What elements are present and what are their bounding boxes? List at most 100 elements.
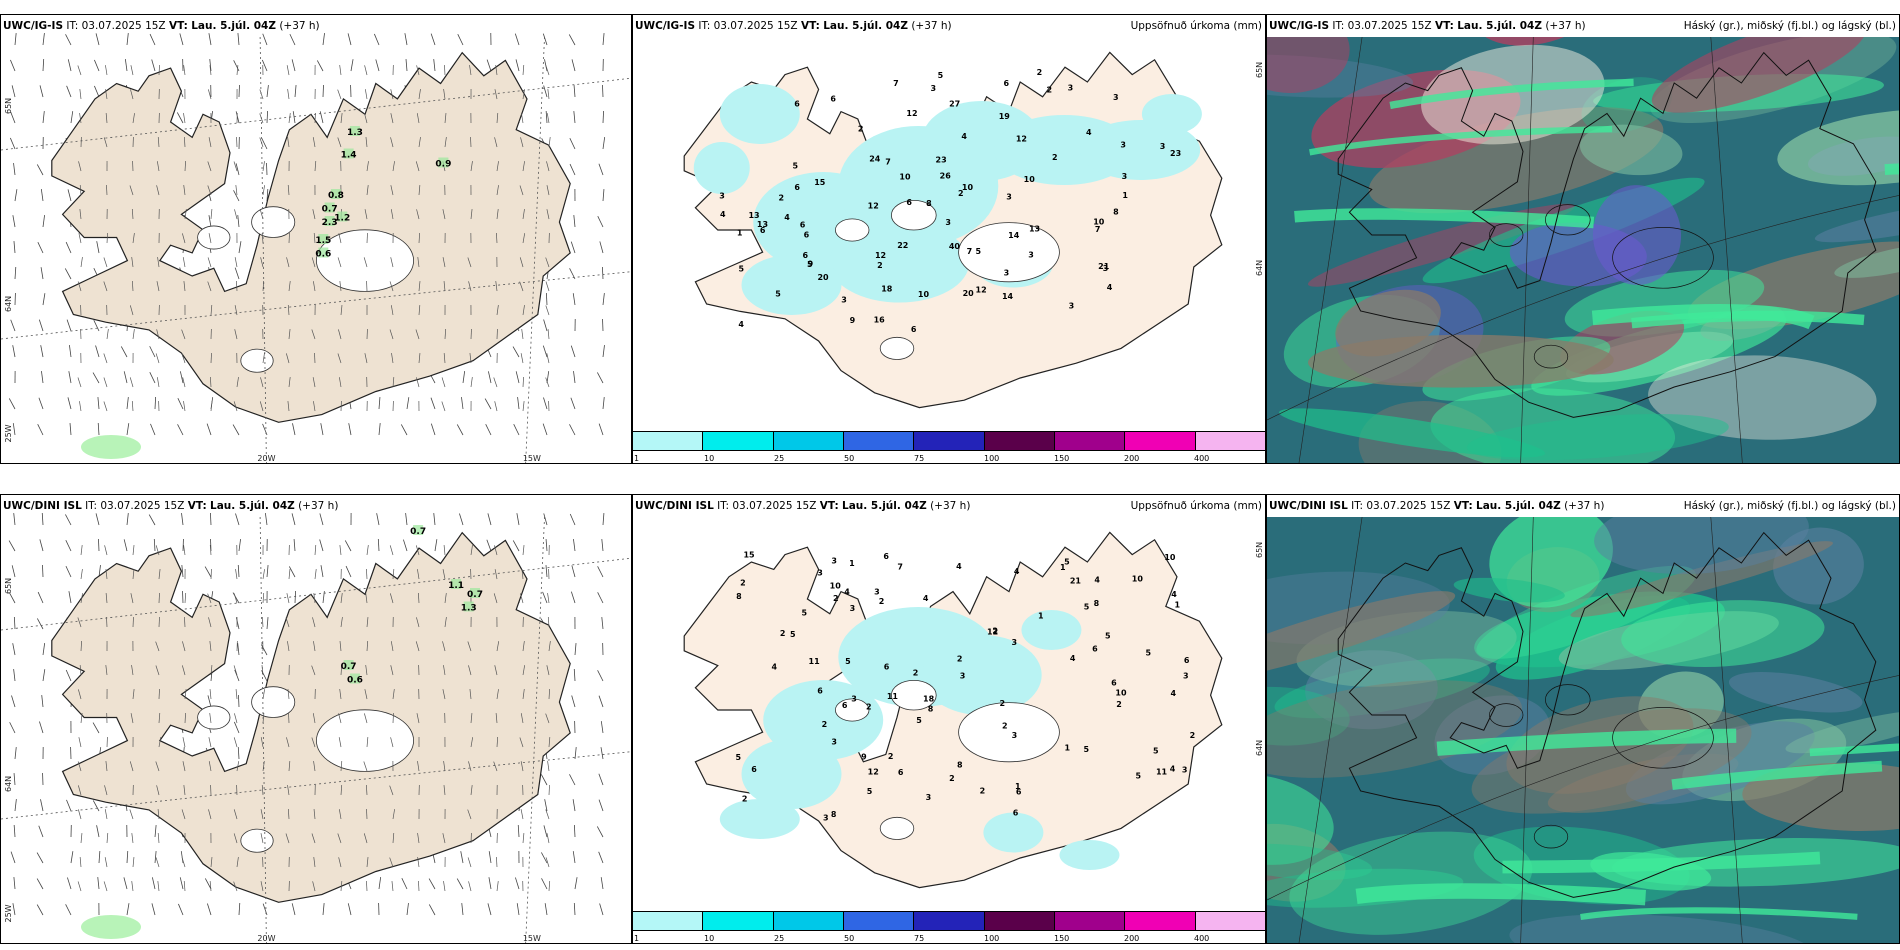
precip-value-label: 3 <box>1006 193 1012 202</box>
precip-value-label: 0.9 <box>435 160 451 170</box>
lat-label: 25W <box>4 424 13 442</box>
precip-patch <box>413 525 424 535</box>
wind-barb <box>286 257 290 268</box>
glacier <box>197 225 231 250</box>
wind-barb <box>434 539 438 552</box>
precip-value-label: 3 <box>831 556 837 565</box>
wind-barb <box>416 617 420 628</box>
wind-barb <box>80 545 83 556</box>
precip-value-label: 15 <box>814 178 826 187</box>
wind-barb <box>129 377 134 388</box>
vt-label: VT: <box>187 500 207 512</box>
wind-barb <box>389 857 394 868</box>
wind-barb <box>158 737 162 748</box>
wind-barb <box>344 540 352 552</box>
panel-title: Uppsöfnuð úrkoma (mm) <box>1130 20 1262 32</box>
wind-barb <box>312 377 316 388</box>
wind-barb <box>126 513 129 526</box>
wind-barb <box>126 423 130 436</box>
colorbar-segment <box>773 912 844 930</box>
wind-barb <box>602 137 606 150</box>
wind-barb <box>467 641 472 652</box>
wind-barb <box>154 396 157 410</box>
wind-barb <box>66 85 72 98</box>
wind-barb <box>155 641 160 652</box>
precip-value-label: 6 <box>1003 79 1009 88</box>
wind-barb <box>547 593 550 604</box>
wind-barb <box>42 58 45 72</box>
wind-barb <box>572 799 576 812</box>
precip-value-label: 13 <box>748 211 759 220</box>
wind-barb <box>288 377 291 388</box>
precip-value-label: 13 <box>1029 224 1040 233</box>
wind-barb <box>319 539 324 552</box>
wind-barb <box>545 257 550 268</box>
wind-barb <box>288 232 290 244</box>
wind-barb <box>574 643 577 656</box>
wind-barb <box>14 266 17 280</box>
wind-barb <box>494 89 498 100</box>
wind-barb <box>264 513 268 526</box>
wind-barb <box>540 774 548 786</box>
wind-barb <box>546 665 550 676</box>
precip-value-label: 8 <box>928 704 934 713</box>
wind-barb <box>389 593 394 604</box>
wind-barb <box>542 591 548 604</box>
glacier <box>197 705 231 730</box>
lon-line <box>1710 516 1743 943</box>
colorbar-segment <box>773 432 844 450</box>
colorbar-segment <box>914 912 985 930</box>
wind-barb <box>158 616 160 628</box>
wind-barb <box>65 540 72 552</box>
wind-barb <box>444 617 447 628</box>
it-label: IT: <box>85 500 98 512</box>
wind-barb <box>366 737 369 748</box>
wind-barb <box>461 903 464 916</box>
precip-value-label: 6 <box>884 663 890 672</box>
wind-barb <box>234 257 238 268</box>
wind-barb <box>548 137 551 148</box>
wind-barb <box>234 267 240 280</box>
wind-barb <box>340 305 343 316</box>
wind-barb <box>365 665 368 676</box>
wind-barb <box>546 161 550 172</box>
wind-barb <box>183 545 186 556</box>
colorbar-segment <box>843 912 915 930</box>
precip-area <box>983 812 1044 853</box>
cloud-layer <box>1648 355 1877 440</box>
wind-barb <box>430 33 436 46</box>
wind-barb <box>569 513 576 526</box>
wind-barb <box>365 593 368 604</box>
colorbar-segment <box>984 912 1055 930</box>
wind-barb <box>65 904 72 916</box>
precip-value-label: 0.7 <box>341 662 357 672</box>
wind-barb <box>314 352 316 364</box>
cloud-layer <box>1307 203 1575 287</box>
wind-barb <box>443 545 446 556</box>
wind-barb <box>391 353 394 364</box>
precip-value-label: 2 <box>949 774 955 783</box>
precip-value-label: 3 <box>1113 93 1119 102</box>
cloud-layer <box>1267 774 1334 865</box>
model-name: UWC/IG-IS <box>1269 20 1330 32</box>
wind-barb <box>364 353 368 364</box>
wind-barb <box>312 137 316 148</box>
wind-barb <box>513 424 520 436</box>
wind-barb <box>80 713 83 724</box>
wind-barb <box>350 59 354 72</box>
wind-barb <box>443 353 446 364</box>
wind-barb <box>496 161 499 172</box>
wind-barb <box>155 761 160 772</box>
wind-barb <box>571 59 576 72</box>
wind-barb <box>287 185 290 196</box>
wind-barb <box>574 747 577 760</box>
wind-barb <box>262 161 265 172</box>
wind-barb <box>418 305 421 316</box>
wind-barb <box>542 423 548 436</box>
wind-barb <box>184 593 187 604</box>
glacier <box>251 686 296 718</box>
cloud-layer <box>1421 44 1605 145</box>
wind-barb <box>233 161 238 172</box>
wind-barb <box>468 881 472 892</box>
